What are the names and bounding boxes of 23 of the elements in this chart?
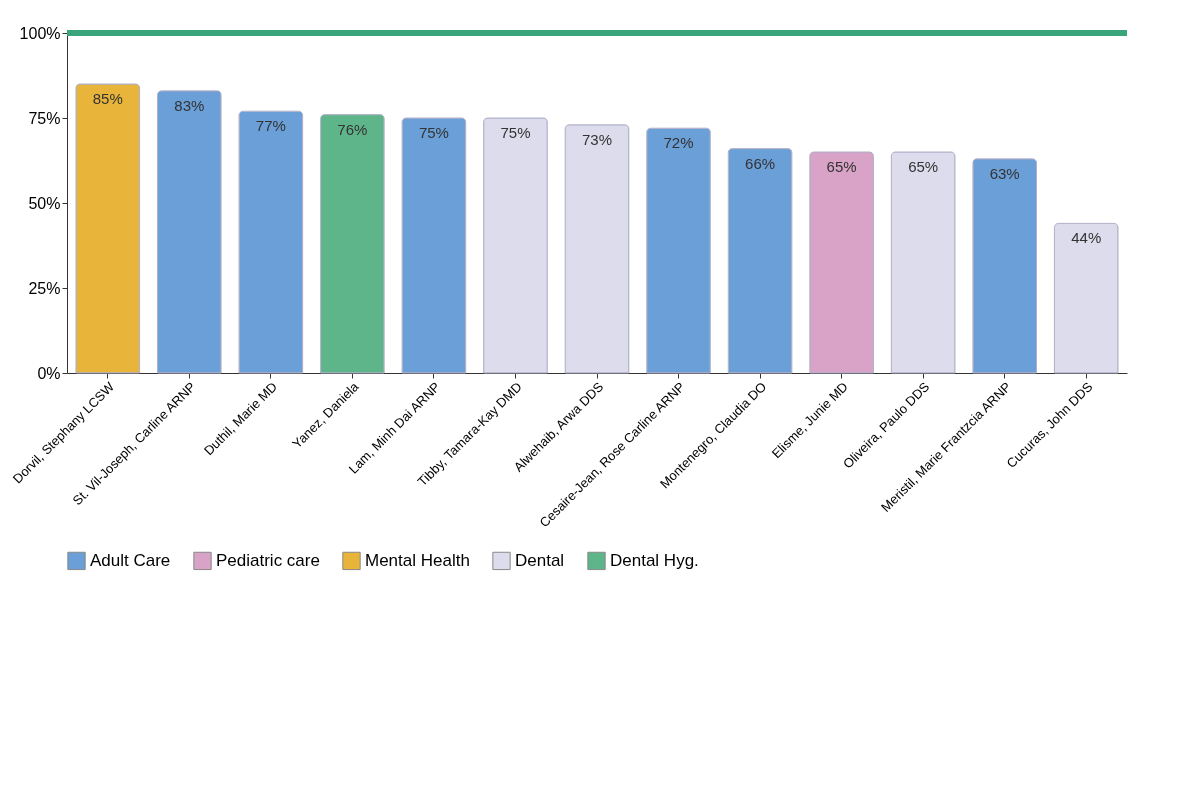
text: 65% [826, 158, 857, 175]
y-tick-label: 75% [28, 109, 61, 127]
text: 63% [989, 164, 1020, 182]
text: 66% [745, 154, 776, 172]
y-tick-label: 50% [28, 194, 61, 212]
y-tick-label: 100% [19, 24, 61, 42]
legend-label: Dental Hyg. [610, 550, 699, 570]
text: 75% [500, 124, 531, 141]
legend-label: Mental Health [365, 550, 470, 570]
text: 83% [174, 96, 205, 114]
legend-label: Adult Care [90, 550, 171, 570]
legend-label: Pediatric care [216, 550, 320, 570]
legend-label: Dental [515, 550, 565, 570]
text: 85% [92, 90, 123, 107]
y-tick-label: 0% [37, 364, 61, 382]
text: 77% [255, 117, 286, 135]
text: 72% [663, 134, 694, 152]
text: 75% [418, 124, 449, 141]
text: 73% [581, 130, 613, 148]
y-tick-label: 25% [28, 279, 61, 297]
text: 76% [337, 120, 368, 138]
text: 65% [908, 158, 939, 175]
text: 44% [1071, 229, 1102, 247]
